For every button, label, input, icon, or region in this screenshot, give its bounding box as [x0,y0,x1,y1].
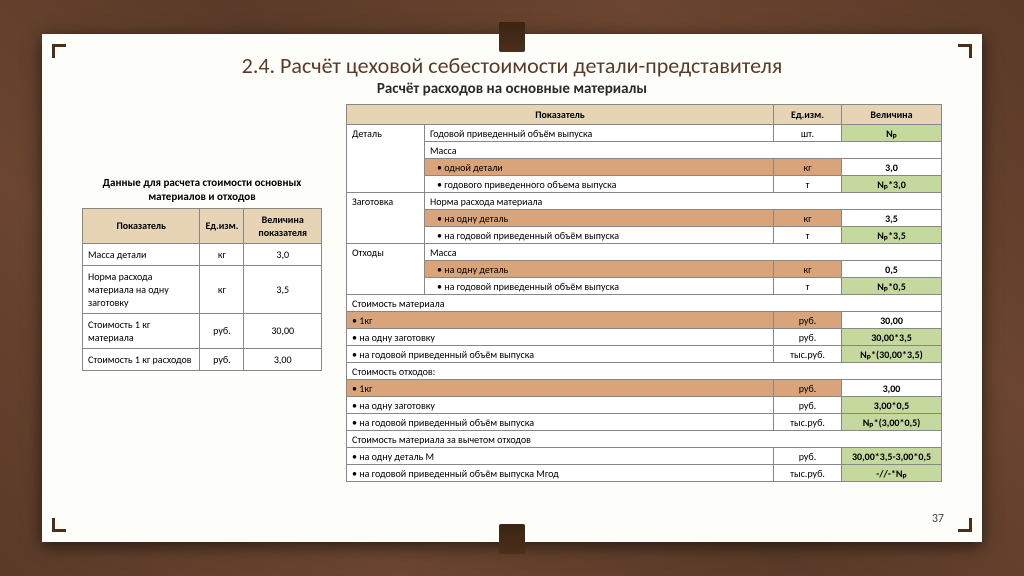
table-row: Деталь Годовой приведенный объём выпуска… [347,125,942,142]
table-row: Стоимость 1 кг материала руб. 30,00 [83,313,322,348]
table-row: Масса детали кг 3,0 [83,243,322,265]
table-row: на одну деталь кг 0,5 [347,261,942,278]
corner-decoration [52,44,66,58]
right-table: Показатель Ед.изм. Величина Деталь Годов… [346,104,942,482]
content-area: Данные для расчета стоимости основных ма… [82,104,942,482]
table-row: на одну деталь кг 3,5 [347,210,942,227]
clip-decoration [499,22,525,52]
slide-subtitle: Расчёт расходов на основные материалы [82,80,942,98]
slide-title: 2.4. Расчёт цеховой себестоимости детали… [82,52,942,79]
table-row: на одну деталь М руб. 30,00*3,5-3,00*0,5 [347,448,942,465]
table-row: Отходы Масса [347,244,942,261]
table-row: на годовой приведенный объём выпуска тыс… [347,346,942,363]
table-row: Стоимость материала [347,295,942,312]
left-col-header: Ед.изм. [200,208,244,243]
table-row: Масса [347,142,942,159]
table-row: Стоимость материала за вычетом отходов [347,431,942,448]
table-row: одной детали кг 3,0 [347,159,942,176]
table-row: Норма расхода материала на одну заготовк… [83,265,322,313]
table-row: на одну заготовку руб. 3,00*0,5 [347,397,942,414]
corner-decoration [52,518,66,532]
left-table-caption: Данные для расчета стоимости основных ма… [82,176,322,204]
left-col-header: Величина показателя [244,208,322,243]
corner-decoration [958,44,972,58]
table-row: Заготовка Норма расхода материала [347,193,942,210]
table-row: на одну заготовку руб. 30,00*3,5 [347,329,942,346]
left-table: Показатель Ед.изм. Величина показателя М… [82,208,322,371]
table-row: на годовой приведенный объём выпуска т N… [347,227,942,244]
right-col-header: Величина [842,105,942,125]
table-row: 1кг руб. 30,00 [347,312,942,329]
corner-decoration [958,518,972,532]
right-col-header: Показатель [347,105,774,125]
page-number: 37 [932,512,944,526]
table-row: Стоимость отходов: [347,363,942,380]
table-row: годового приведенного объема выпуска т N… [347,176,942,193]
right-col-header: Ед.изм. [774,105,842,125]
table-row: на годовой приведенный объём выпуска т N… [347,278,942,295]
left-column: Данные для расчета стоимости основных ма… [82,104,322,482]
left-col-header: Показатель [83,208,200,243]
table-row: на годовой приведенный объём выпуска тыс… [347,414,942,431]
slide: 2.4. Расчёт цеховой себестоимости детали… [42,34,982,542]
table-row: Стоимость 1 кг расходов руб. 3,00 [83,348,322,370]
table-row: 1кг руб. 3,00 [347,380,942,397]
table-row: на годовой приведенный объём выпуска Mго… [347,465,942,482]
clip-decoration [499,524,525,554]
right-column: Показатель Ед.изм. Величина Деталь Годов… [346,104,942,482]
